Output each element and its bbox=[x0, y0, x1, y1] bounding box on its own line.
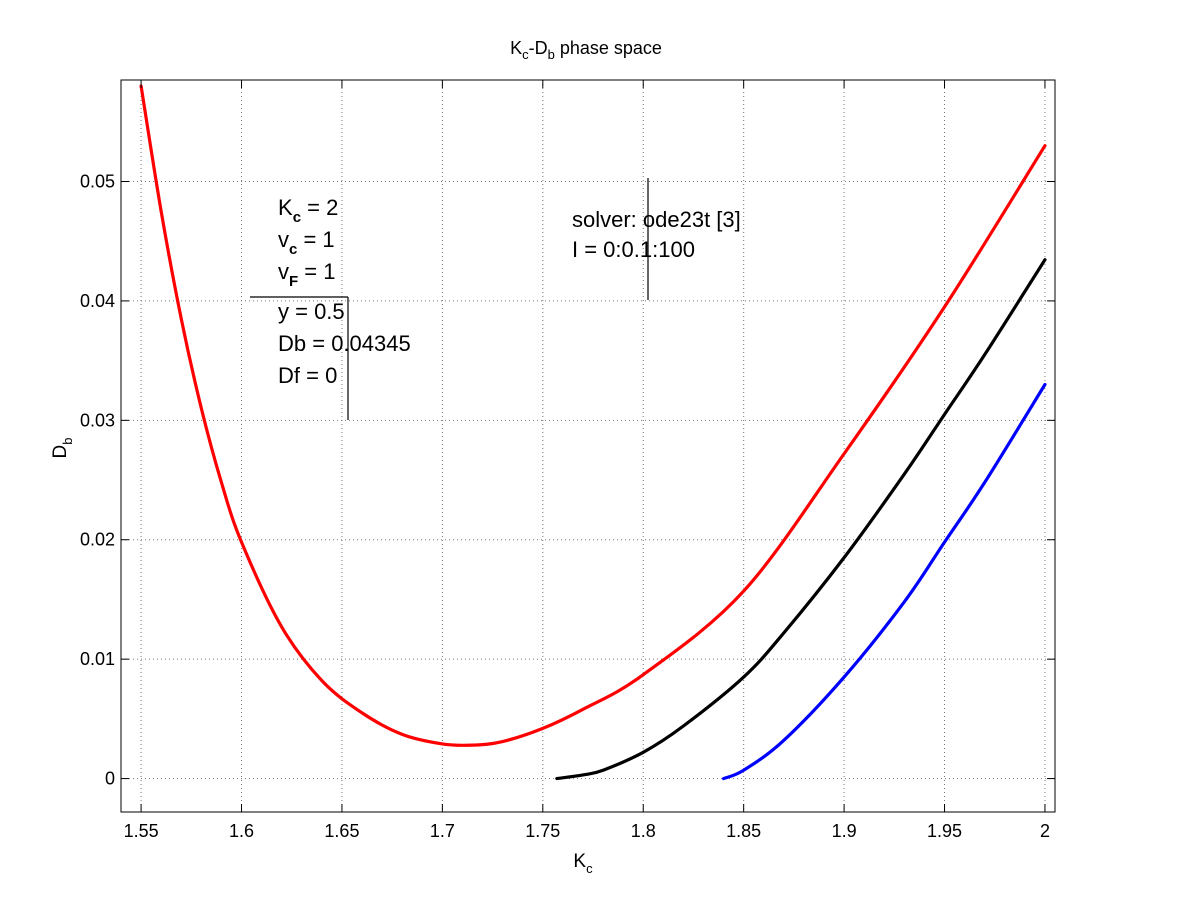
solver-line: solver: ode23t [3] bbox=[572, 207, 741, 232]
plot-area bbox=[121, 80, 1055, 812]
y-tick-label: 0.02 bbox=[80, 530, 115, 550]
x-tick-label: 1.8 bbox=[631, 821, 656, 841]
chart-title: Kc-Db phase space bbox=[510, 38, 662, 62]
param-line: Db = 0.04345 bbox=[278, 331, 411, 356]
plot-frame bbox=[120, 79, 1056, 813]
y-tick-label: 0 bbox=[105, 769, 115, 789]
y-tick-label: 0.03 bbox=[80, 410, 115, 430]
solver-annotation: solver: ode23t [3] I = 0:0.1:100 bbox=[572, 207, 741, 262]
series-line-1 bbox=[139, 84, 1047, 748]
param-line: y = 0.5 bbox=[278, 299, 345, 324]
x-tick-label: 2 bbox=[1040, 821, 1050, 841]
param-line: Df = 0 bbox=[278, 363, 337, 388]
x-tick-label: 1.7 bbox=[430, 821, 455, 841]
param-line: Kc = 2 bbox=[278, 195, 338, 226]
x-tick-label: 1.85 bbox=[726, 821, 761, 841]
x-tick-label: 1.55 bbox=[124, 821, 159, 841]
x-tick-label: 1.9 bbox=[832, 821, 857, 841]
x-tick-label: 1.6 bbox=[229, 821, 254, 841]
series-line-2 bbox=[555, 258, 1047, 781]
annotation-edge-lines bbox=[250, 178, 649, 420]
y-tick-label: 0.04 bbox=[80, 291, 115, 311]
series-line-3 bbox=[721, 382, 1047, 781]
x-axis-label: Kc bbox=[573, 851, 593, 876]
solver-line: I = 0:0.1:100 bbox=[572, 237, 695, 262]
y-tick-label: 0.01 bbox=[80, 649, 115, 669]
parameter-annotation: Kc = 2 vc = 1 vF = 1 y = 0.5 Db = 0.0434… bbox=[278, 195, 411, 388]
x-tick-label: 1.95 bbox=[927, 821, 962, 841]
y-axis-label: Db bbox=[50, 438, 75, 459]
param-line: vc = 1 bbox=[278, 227, 335, 258]
series-group bbox=[139, 84, 1047, 781]
x-tick-label: 1.75 bbox=[525, 821, 560, 841]
x-tick-label: 1.65 bbox=[324, 821, 359, 841]
y-tick-label: 0.05 bbox=[80, 172, 115, 192]
param-line: vF = 1 bbox=[278, 259, 335, 290]
ticks: 1.55 1.6 1.65 1.7 1.75 1.8 1.85 1.9 1.95 2 0 0.01 0.… bbox=[80, 80, 1055, 841]
